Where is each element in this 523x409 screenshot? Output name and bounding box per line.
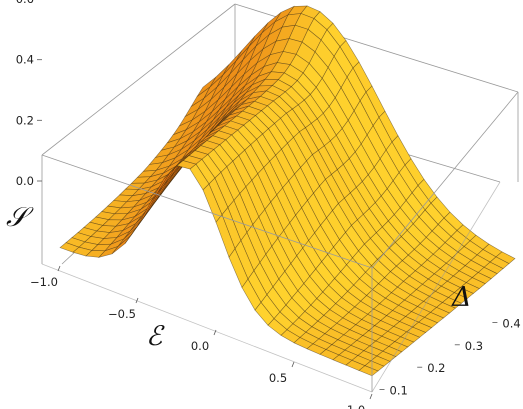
z-tick-label: 0.0	[16, 174, 34, 188]
tick-mark	[135, 297, 139, 304]
x-tick-label: −0.5	[108, 307, 136, 321]
axis-ticks: −1.0 −0.5 0.0 0.5 1.0 0.1 0.2 0.3 0.4 0.0 0.2 0.4 0.…	[16, 0, 521, 409]
surface-mesh	[59, 5, 516, 377]
z-tick-label: 0.6	[16, 0, 34, 6]
tick-mark	[291, 361, 295, 368]
z-tick-label: 0.2	[16, 113, 34, 127]
tick-mark	[369, 393, 373, 400]
x-tick-label: 0.0	[191, 339, 209, 353]
y-tick-label: 0.3	[465, 339, 483, 353]
y-tick-label: 0.4	[502, 316, 520, 330]
x-tick-label: 1.0	[347, 403, 365, 409]
tick-mark	[57, 265, 61, 272]
z-axis-label: 𝒮	[6, 202, 34, 233]
y-tick-label: 0.2	[427, 361, 445, 375]
x-tick-label: 0.5	[269, 371, 287, 385]
z-tick-label: 0.4	[16, 53, 34, 67]
bounding-box-front	[41, 91, 519, 393]
tick-mark	[213, 329, 217, 336]
x-axis-label: ℰ	[146, 321, 165, 352]
x-tick-label: −1.0	[30, 275, 58, 289]
y-axis-label: Δ	[451, 282, 472, 313]
surface-patch	[358, 365, 379, 377]
y-tick-label: 0.1	[390, 384, 408, 398]
